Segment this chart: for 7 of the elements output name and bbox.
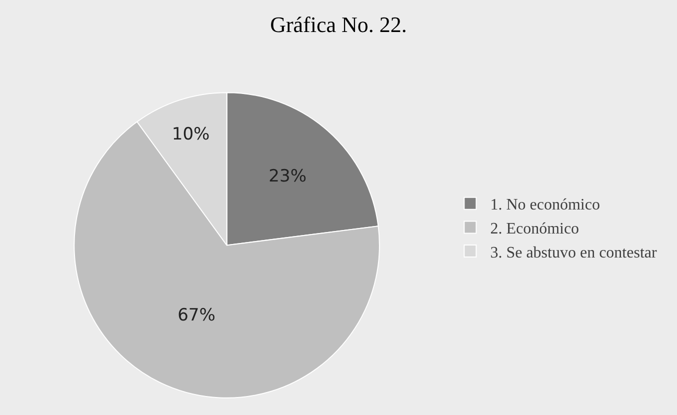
legend-label: 2. Económico (490, 220, 580, 238)
data-label: 10% (172, 124, 210, 144)
legend-label: 3. Se abstuvo en contestar (490, 244, 658, 262)
legend-label: 1. No económico (490, 196, 600, 214)
data-label: 23% (268, 166, 306, 186)
data-label: 67% (178, 305, 216, 326)
chart-title: Gráfica No. 22. (270, 12, 407, 37)
